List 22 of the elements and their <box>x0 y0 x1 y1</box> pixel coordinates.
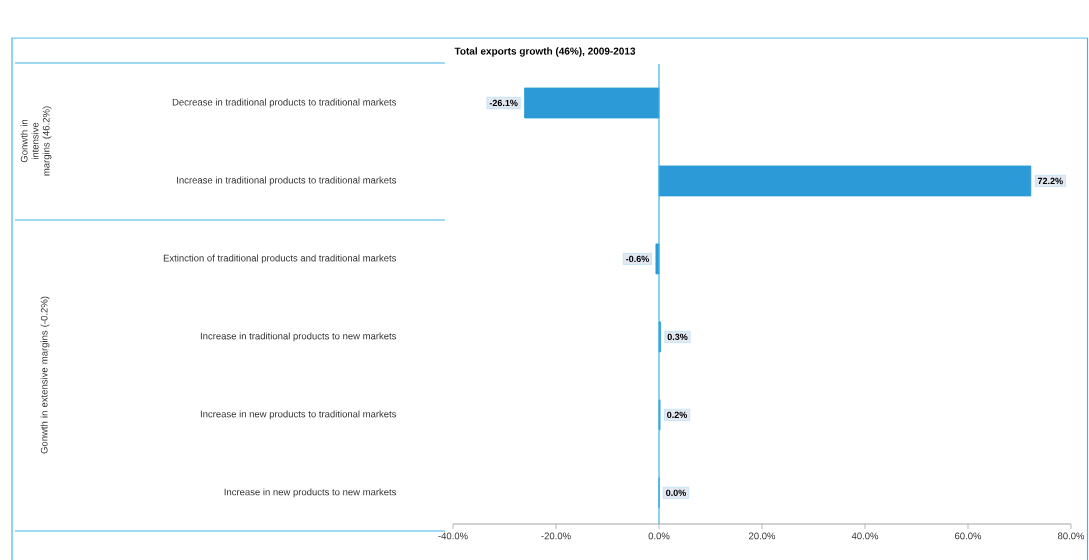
x-tick-label: 80.0% <box>1057 532 1085 540</box>
x-tick-label: 20.0% <box>749 532 776 540</box>
chart-title: Total exports growth (46%), 2009-2013 <box>454 47 636 57</box>
y-tick-label: Increase in new products to new markets <box>224 488 397 498</box>
text: Gonwth in intensive margins (46.2%) <box>20 106 52 176</box>
data-label: -0.6% <box>626 255 649 263</box>
x-tick-label: -20.0% <box>541 532 571 540</box>
x-tick-label: 60.0% <box>955 532 982 540</box>
x-tick-label: 40.0% <box>851 532 879 540</box>
data-label: 72.2% <box>1037 177 1063 185</box>
x-tick-label: -40.0% <box>438 532 468 540</box>
y-tick-label: Decrease in traditional products to traditional markets <box>172 98 397 108</box>
data-label: -26.1% <box>489 99 518 107</box>
y-tick-label: Extinction of traditional products and traditional markets <box>163 254 397 264</box>
data-label: 0.3% <box>667 333 688 341</box>
y-tick-label: Increase in traditional products to new markets <box>200 332 397 342</box>
x-tick-label: 0.0% <box>648 532 670 540</box>
y-tick-label: Increase in new products to traditional markets <box>200 410 397 420</box>
text: Gonwth in extensive margins (-0.2%) <box>40 296 50 454</box>
data-label: 0.0% <box>666 489 686 497</box>
data-label: 0.2% <box>667 411 688 419</box>
y-tick-label: Increase in traditional products to traditional markets <box>177 176 397 186</box>
